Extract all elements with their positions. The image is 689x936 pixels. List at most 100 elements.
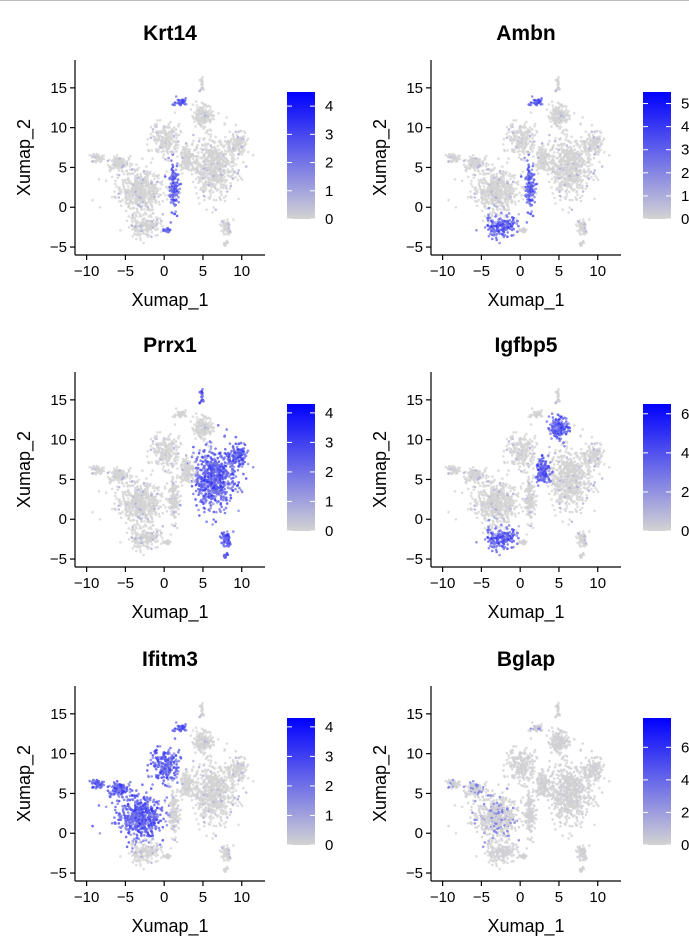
cell-point bbox=[526, 211, 530, 214]
cell-point bbox=[129, 154, 132, 158]
cell-point bbox=[113, 494, 117, 498]
cell-point bbox=[586, 157, 590, 161]
cell-point bbox=[155, 149, 158, 153]
cell-point bbox=[139, 172, 142, 176]
cell-point bbox=[167, 228, 170, 231]
cell-point bbox=[222, 154, 226, 158]
cell-point bbox=[534, 183, 537, 186]
cell-point bbox=[481, 182, 485, 185]
cell-point bbox=[558, 170, 561, 174]
y-axis-label: Xumap_2 bbox=[370, 119, 391, 196]
cell-point bbox=[503, 182, 507, 186]
cell-point bbox=[504, 193, 507, 196]
cell-point bbox=[180, 166, 184, 169]
cell-point bbox=[117, 186, 121, 189]
cell-point bbox=[129, 207, 132, 211]
cell-point bbox=[558, 154, 561, 158]
cell-point bbox=[490, 225, 493, 228]
cell-point bbox=[122, 187, 126, 190]
cell-point bbox=[576, 229, 579, 233]
cell-point bbox=[146, 195, 150, 198]
cell-point bbox=[560, 183, 564, 186]
cell-point bbox=[136, 204, 140, 207]
cell-point bbox=[201, 75, 204, 79]
cell-point bbox=[191, 115, 194, 118]
cell-point bbox=[590, 123, 594, 127]
cell-point bbox=[454, 206, 458, 209]
cell-point bbox=[507, 130, 511, 134]
cell-point bbox=[196, 167, 200, 171]
cell-point bbox=[505, 161, 509, 164]
cell-point bbox=[202, 167, 206, 171]
cell-point bbox=[202, 194, 206, 198]
cell-point bbox=[148, 172, 152, 176]
cell-point bbox=[554, 202, 557, 205]
cell-point bbox=[475, 229, 478, 232]
cell-point bbox=[567, 110, 570, 113]
cell-point bbox=[491, 163, 494, 166]
cell-point bbox=[243, 131, 247, 135]
cell-point bbox=[141, 184, 144, 188]
cell-point bbox=[540, 102, 544, 106]
cell-point bbox=[153, 184, 157, 188]
cell-point bbox=[146, 171, 149, 174]
cell-point bbox=[592, 141, 595, 144]
cell-point bbox=[199, 163, 203, 167]
cell-point bbox=[491, 237, 494, 241]
cell-point bbox=[495, 190, 499, 193]
cell-point bbox=[160, 180, 164, 183]
feature-panel-prrx1: Prrx1−10 −5 0 5 10−5051015Xumap_1Xumap_20123… bbox=[14, 334, 333, 623]
cell-point bbox=[557, 125, 561, 128]
cell-point bbox=[523, 156, 526, 160]
cell-point bbox=[151, 130, 155, 134]
cell-point bbox=[242, 135, 246, 138]
cell-point bbox=[488, 201, 491, 205]
cell-point bbox=[137, 229, 140, 232]
cell-point bbox=[210, 160, 213, 163]
cell-point bbox=[150, 183, 154, 187]
cell-point bbox=[139, 484, 142, 488]
cell-point bbox=[214, 175, 218, 179]
cell-point bbox=[584, 140, 587, 144]
cell-point bbox=[140, 208, 143, 211]
cell-point bbox=[548, 180, 551, 184]
cell-point bbox=[180, 172, 184, 175]
cell-point bbox=[135, 185, 138, 189]
cell-point bbox=[447, 160, 450, 163]
cell-point bbox=[193, 167, 196, 171]
cell-point bbox=[491, 179, 494, 183]
cell-point bbox=[204, 158, 207, 161]
cell-point bbox=[113, 182, 117, 186]
cell-point bbox=[200, 151, 204, 154]
cell-point bbox=[234, 163, 238, 166]
cell-point bbox=[173, 111, 177, 114]
cell-point bbox=[127, 156, 130, 160]
cell-point bbox=[234, 175, 237, 179]
cell-point bbox=[208, 150, 211, 154]
cell-point bbox=[216, 153, 220, 157]
cell-point bbox=[536, 166, 540, 169]
cell-point bbox=[172, 126, 176, 129]
cell-point bbox=[132, 211, 136, 215]
cell-point bbox=[563, 183, 566, 187]
cell-point bbox=[491, 192, 494, 195]
cell-point bbox=[531, 150, 534, 153]
cell-point bbox=[507, 135, 511, 138]
cell-point bbox=[498, 188, 501, 191]
cell-point bbox=[244, 142, 248, 146]
cell-point bbox=[574, 165, 578, 169]
cell-point bbox=[512, 216, 515, 220]
cell-point bbox=[172, 140, 176, 143]
cell-point bbox=[244, 165, 248, 168]
cell-point bbox=[206, 129, 209, 132]
cell-point bbox=[507, 128, 511, 131]
cell-point bbox=[521, 185, 524, 188]
cell-point bbox=[530, 132, 534, 135]
cell-point bbox=[525, 221, 529, 224]
cell-point bbox=[520, 129, 523, 133]
cell-point bbox=[588, 218, 591, 221]
cell-point bbox=[572, 167, 576, 171]
cell-point bbox=[127, 204, 131, 207]
cell-point bbox=[552, 114, 555, 118]
cell-point bbox=[575, 173, 579, 176]
